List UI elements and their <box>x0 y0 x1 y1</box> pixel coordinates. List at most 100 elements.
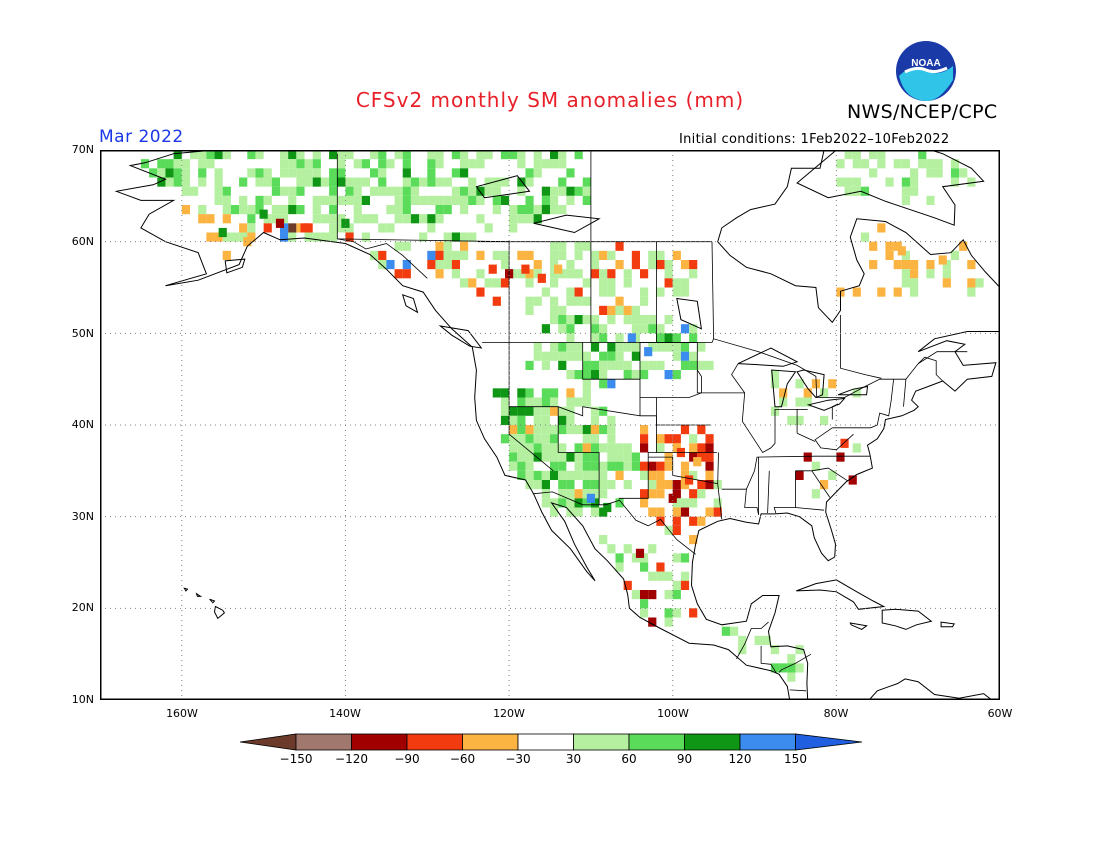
anomaly-cell <box>550 205 559 215</box>
anomaly-cell <box>672 287 681 297</box>
anomaly-cell <box>566 186 575 196</box>
anomaly-cell <box>443 250 452 260</box>
anomaly-cell <box>631 305 640 315</box>
anomaly-cell <box>590 370 600 380</box>
anomaly-cell <box>558 250 567 260</box>
anomaly-cell <box>149 168 158 178</box>
anomaly-cell <box>492 177 501 187</box>
anomaly-cell <box>926 159 935 169</box>
anomaly-cell <box>525 250 534 260</box>
anomaly-cell <box>713 498 722 508</box>
anomaly-cell <box>590 360 600 370</box>
anomaly-cell <box>950 177 960 187</box>
anomaly-cell <box>476 186 485 196</box>
anomaly-cell <box>214 168 223 178</box>
anomaly-cell <box>525 425 534 435</box>
anomaly-cell <box>574 186 583 196</box>
anomaly-cell <box>607 452 616 462</box>
anomaly-cell <box>938 255 947 265</box>
anomaly-cell <box>689 351 698 361</box>
anomaly-cell <box>280 232 289 242</box>
anomaly-cell <box>590 452 600 462</box>
anomaly-cell <box>427 168 436 178</box>
anomaly-cell <box>541 425 550 435</box>
anomaly-cell <box>820 388 829 398</box>
anomaly-cell <box>181 177 190 187</box>
anomaly-cell <box>378 177 387 187</box>
anomaly-cell <box>345 223 354 233</box>
anomaly-cell <box>304 159 313 169</box>
anomaly-cell <box>640 489 649 499</box>
anomaly-cell <box>893 241 902 251</box>
anomaly-cell <box>672 608 681 618</box>
anomaly-cell <box>460 278 469 288</box>
anomaly-cell <box>533 159 542 169</box>
anomaly-cell <box>901 177 910 187</box>
anomaly-cell <box>852 159 861 169</box>
anomaly-cell <box>680 553 690 563</box>
anomaly-cell <box>656 507 665 517</box>
anomaly-cell <box>198 168 207 178</box>
anomaly-cell <box>697 516 706 526</box>
anomaly-cell <box>558 159 567 169</box>
anomaly-cell <box>280 150 289 160</box>
anomaly-cell <box>885 177 894 187</box>
anomaly-cell <box>599 278 608 288</box>
anomaly-cell <box>582 470 591 480</box>
anomaly-cell <box>329 232 338 242</box>
anomaly-cell <box>607 351 616 361</box>
anomaly-cell <box>492 205 501 215</box>
anomaly-cell <box>574 489 583 499</box>
anomaly-cell <box>697 452 706 462</box>
anomaly-cell <box>337 223 346 233</box>
anomaly-cell <box>533 443 542 453</box>
anomaly-cell <box>525 406 534 416</box>
anomaly-cell <box>640 562 649 572</box>
anomaly-cell <box>329 195 338 205</box>
anomaly-cell <box>554 264 563 274</box>
anomaly-cell <box>271 177 280 187</box>
anomaly-cell <box>329 186 338 196</box>
anomaly-cell <box>893 159 902 169</box>
anomaly-cell <box>672 278 681 288</box>
anomaly-cell <box>566 370 575 380</box>
anomaly-cell <box>697 480 706 490</box>
anomaly-cell <box>533 480 542 490</box>
anomaly-cell <box>705 470 714 480</box>
anomaly-cell <box>541 186 550 196</box>
anomaly-cell <box>640 599 649 609</box>
anomaly-cell <box>901 269 910 279</box>
anomaly-cell <box>877 223 886 233</box>
anomaly-cell <box>680 461 690 471</box>
anomaly-cell <box>550 278 559 288</box>
anomaly-cell <box>680 571 690 581</box>
anomaly-cell <box>926 269 935 279</box>
anomaly-cell <box>942 260 951 270</box>
anomaly-cell <box>427 159 436 169</box>
anomaly-cell <box>525 278 534 288</box>
anomaly-cell <box>550 315 559 325</box>
anomaly-cell <box>386 260 395 270</box>
anomaly-cell <box>550 260 559 270</box>
anomaly-cell <box>599 250 608 260</box>
anomaly-cell <box>198 150 207 160</box>
anomaly-cell <box>484 150 493 160</box>
anomaly-cell <box>599 370 608 380</box>
anomaly-cell <box>795 415 804 425</box>
anomaly-cell <box>664 571 673 581</box>
colorbar-swatch <box>573 733 630 751</box>
anomaly-cell <box>517 159 526 169</box>
anomaly-cell <box>787 654 796 664</box>
anomaly-cell <box>640 590 649 600</box>
anomaly-cell <box>860 232 870 242</box>
anomaly-cell <box>627 333 636 343</box>
anomaly-cell <box>353 159 362 169</box>
anomaly-cell <box>550 296 559 306</box>
anomaly-cell <box>312 195 321 205</box>
anomaly-cell <box>370 150 379 160</box>
anomaly-cell <box>550 186 559 196</box>
anomaly-cell <box>574 370 583 380</box>
map-title: CFSv2 monthly SM anomalies (mm) <box>355 88 745 112</box>
anomaly-cell <box>312 150 321 160</box>
anomaly-cell <box>181 159 190 169</box>
